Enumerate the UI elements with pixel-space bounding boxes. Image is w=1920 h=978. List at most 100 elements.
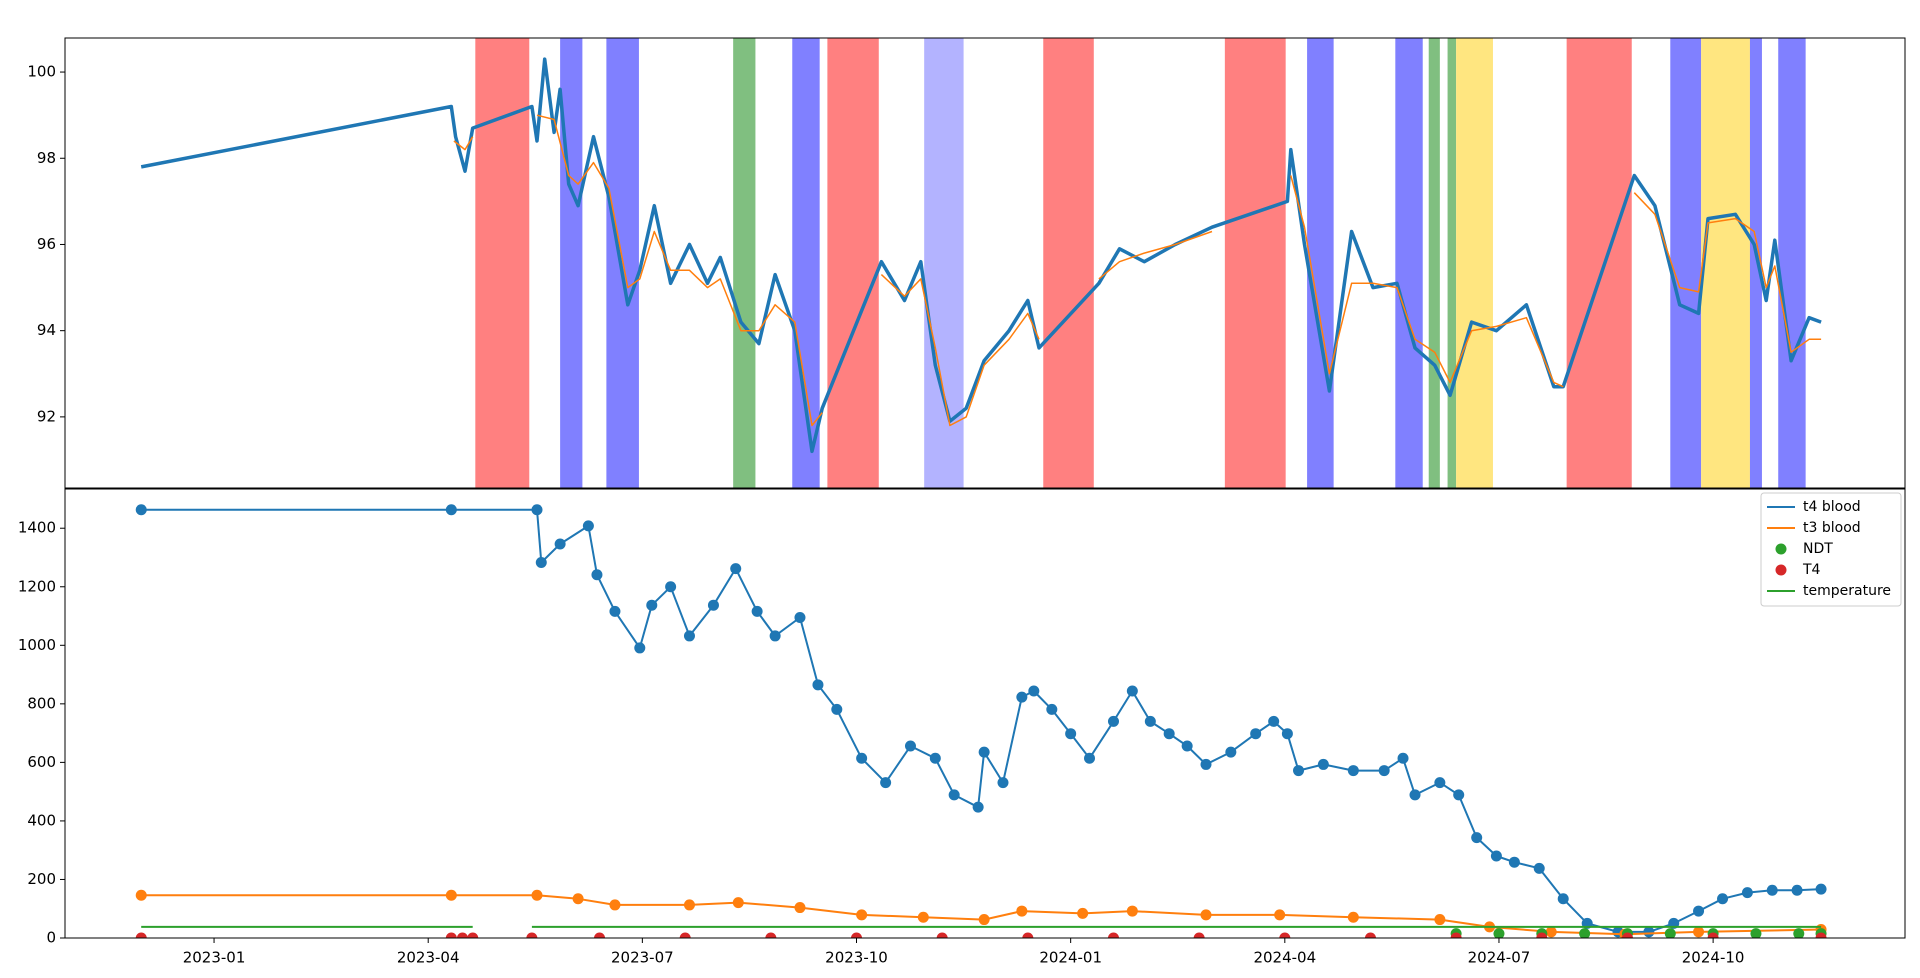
data-point	[1293, 765, 1305, 777]
shaded-span	[1395, 38, 1423, 488]
y-tick-label: 98	[37, 149, 56, 167]
data-point	[445, 504, 457, 516]
data-point	[1144, 715, 1156, 727]
data-point	[1557, 893, 1569, 905]
data-point	[929, 752, 941, 764]
data-point	[1279, 932, 1291, 938]
data-point	[1016, 691, 1028, 703]
data-point	[707, 599, 719, 611]
data-point	[1450, 932, 1462, 938]
y-tick-label: 1400	[18, 519, 56, 537]
data-point	[769, 630, 781, 642]
x-tick-label: 2024-07	[1468, 949, 1531, 967]
data-point	[1409, 789, 1421, 801]
legend-marker	[1775, 543, 1787, 555]
data-point	[1579, 928, 1591, 938]
data-point	[856, 909, 868, 921]
data-point	[1471, 832, 1483, 844]
data-point	[1347, 765, 1359, 777]
data-point	[445, 932, 457, 938]
data-point	[1533, 862, 1545, 874]
shaded-span	[1307, 38, 1334, 488]
data-point	[1536, 932, 1548, 938]
data-point	[679, 932, 691, 938]
shaded-span	[1749, 38, 1762, 488]
shaded-span	[1670, 38, 1702, 488]
data-point	[531, 504, 543, 516]
data-point	[1693, 905, 1705, 917]
data-point	[1766, 884, 1778, 896]
series-line	[141, 894, 1822, 936]
data-point	[683, 630, 695, 642]
y-tick-label: 94	[37, 321, 56, 339]
data-point	[1707, 932, 1719, 938]
x-tick-label: 2023-07	[611, 949, 674, 967]
data-point	[904, 740, 916, 752]
legend-label: T4	[1802, 562, 1821, 578]
data-point	[831, 703, 843, 715]
legend-label: temperature	[1803, 583, 1891, 599]
data-point	[1046, 703, 1058, 715]
data-point	[634, 642, 646, 654]
data-point	[1434, 914, 1446, 926]
data-point	[591, 569, 603, 581]
data-point	[1250, 728, 1262, 740]
y-tick-label: 400	[27, 811, 56, 829]
data-point	[609, 899, 621, 911]
data-point	[1281, 728, 1293, 740]
data-point	[1397, 752, 1409, 764]
data-point	[1077, 907, 1089, 919]
data-point	[1200, 909, 1212, 921]
data-point	[646, 599, 658, 611]
data-point	[997, 777, 1009, 789]
data-point	[1016, 905, 1028, 917]
data-point	[135, 504, 147, 516]
data-point	[794, 902, 806, 914]
data-point	[917, 911, 929, 923]
data-point	[1200, 758, 1212, 770]
data-point	[1126, 685, 1138, 697]
data-point	[1317, 758, 1329, 770]
data-point	[1107, 932, 1119, 938]
data-point	[1741, 887, 1753, 899]
data-point	[851, 932, 863, 938]
data-point	[135, 889, 147, 901]
data-point	[594, 932, 606, 938]
y-tick-label: 800	[27, 694, 56, 712]
data-point	[582, 520, 594, 532]
data-point	[978, 746, 990, 758]
legend-marker	[1775, 564, 1787, 576]
data-point	[730, 563, 742, 575]
series-line	[453, 114, 1822, 427]
data-point	[732, 897, 744, 909]
y-tick-label: 200	[27, 870, 56, 888]
data-point	[880, 777, 892, 789]
data-point	[1163, 728, 1175, 740]
data-point	[135, 932, 147, 938]
series-line	[140, 57, 1822, 454]
data-point	[1793, 928, 1805, 938]
data-point	[765, 932, 777, 938]
shaded-span	[1566, 38, 1632, 488]
legend-label: NDT	[1803, 541, 1833, 557]
data-point	[1107, 715, 1119, 727]
data-point	[1815, 883, 1827, 895]
y-tick-label: 600	[27, 753, 56, 771]
data-point	[972, 801, 984, 813]
x-tick-label: 2023-04	[397, 949, 460, 967]
data-point	[1621, 932, 1633, 938]
data-point	[665, 581, 677, 593]
data-point	[1378, 765, 1390, 777]
legend-box	[1760, 492, 1902, 607]
data-point	[535, 556, 547, 568]
shaded-span	[475, 38, 530, 488]
data-point	[1084, 752, 1096, 764]
data-point	[1664, 928, 1676, 938]
shaded-span	[733, 38, 756, 488]
data-point	[1493, 928, 1505, 938]
data-point	[609, 605, 621, 617]
data-point	[1453, 789, 1465, 801]
series-line	[141, 508, 1822, 933]
data-point	[1065, 728, 1077, 740]
data-point	[1126, 905, 1138, 917]
